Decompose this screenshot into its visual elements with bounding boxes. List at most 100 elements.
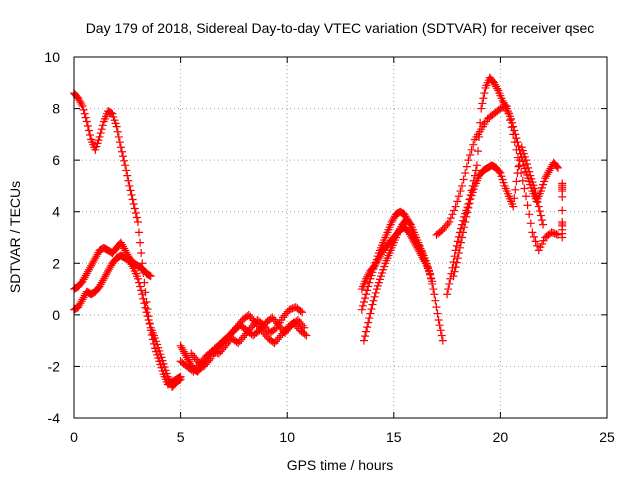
data-point <box>449 272 458 281</box>
y-axis-label: SDTVAR / TECUs <box>7 181 23 293</box>
data-point <box>539 220 548 229</box>
data-point <box>531 237 540 246</box>
data-point <box>450 267 459 276</box>
data-point <box>126 186 135 195</box>
data-point <box>495 167 504 176</box>
data-point <box>115 138 124 147</box>
data-point <box>459 228 468 237</box>
data-point <box>120 156 129 165</box>
data-point <box>523 201 532 210</box>
data-point <box>85 131 94 140</box>
data-point <box>420 257 429 266</box>
data-point <box>369 296 378 305</box>
data-point <box>430 290 439 299</box>
data-point <box>361 294 370 303</box>
data-point <box>127 190 136 199</box>
series-track-j <box>432 101 562 255</box>
data-point <box>143 312 152 321</box>
data-point <box>474 147 483 156</box>
data-point <box>459 175 468 184</box>
data-point <box>453 254 462 263</box>
data-point <box>450 206 459 215</box>
x-tick-label: 15 <box>386 429 402 445</box>
data-point <box>432 303 441 312</box>
data-point <box>124 176 133 185</box>
data-point <box>478 99 487 108</box>
data-point <box>114 132 123 141</box>
data-point <box>509 202 518 211</box>
x-tick-label: 10 <box>279 429 295 445</box>
data-point <box>78 101 87 110</box>
series-track-m <box>558 179 567 242</box>
data-point <box>95 132 104 141</box>
data-point <box>131 209 140 218</box>
data-point <box>525 210 534 219</box>
data-point <box>479 94 488 103</box>
data-point <box>537 216 546 225</box>
data-point <box>511 130 520 139</box>
data-point <box>112 122 121 131</box>
data-point <box>501 102 510 111</box>
data-point <box>79 105 88 114</box>
y-tick-label: 8 <box>52 101 60 117</box>
data-point <box>138 290 147 299</box>
data-point <box>434 316 443 325</box>
data-point <box>358 301 367 310</box>
data-point <box>84 126 93 135</box>
grid-lines <box>74 57 607 418</box>
data-point <box>456 238 465 247</box>
data-point <box>443 219 452 228</box>
data-point <box>135 278 144 287</box>
data-point <box>140 299 149 308</box>
data-point <box>521 192 530 201</box>
data-point <box>141 303 150 312</box>
data-point <box>298 321 307 330</box>
data-point <box>122 166 131 175</box>
data-point <box>558 218 567 227</box>
data-point <box>144 316 153 325</box>
data-points <box>70 73 567 392</box>
data-point <box>132 213 141 222</box>
data-point <box>475 132 484 141</box>
data-point <box>136 282 145 291</box>
y-tick-label: 4 <box>52 204 60 220</box>
data-point <box>302 331 311 340</box>
data-point <box>524 163 533 172</box>
data-point <box>371 288 380 297</box>
data-point <box>465 199 474 208</box>
y-tick-label: 10 <box>44 49 60 65</box>
data-point <box>364 318 373 327</box>
plot-frame <box>73 56 608 419</box>
data-point <box>469 140 478 149</box>
series-track-e <box>176 303 307 376</box>
data-point <box>532 193 541 202</box>
data-point <box>445 218 454 227</box>
data-point <box>511 185 520 194</box>
data-point <box>558 179 567 188</box>
data-point <box>535 207 544 216</box>
data-point <box>175 375 184 384</box>
data-point <box>458 233 467 242</box>
data-point <box>530 184 539 193</box>
axes: 0 5 10 15 20 25 -4 -2 0 2 4 6 8 10 <box>44 49 615 445</box>
data-point <box>435 321 444 330</box>
y-tick-label: -4 <box>48 410 61 426</box>
data-point <box>463 208 472 217</box>
data-point <box>298 308 307 317</box>
data-point <box>458 181 467 190</box>
data-point <box>116 143 125 152</box>
data-point <box>456 187 465 196</box>
data-point <box>119 152 128 161</box>
y-tick-label: 6 <box>52 152 60 168</box>
data-point <box>96 129 105 138</box>
data-point <box>510 126 519 135</box>
data-point <box>128 195 137 204</box>
data-point <box>464 156 473 165</box>
data-point <box>531 189 540 198</box>
data-point <box>534 202 543 211</box>
data-point <box>553 230 562 239</box>
data-point <box>462 212 471 221</box>
data-point <box>507 114 516 123</box>
data-point <box>521 156 530 165</box>
